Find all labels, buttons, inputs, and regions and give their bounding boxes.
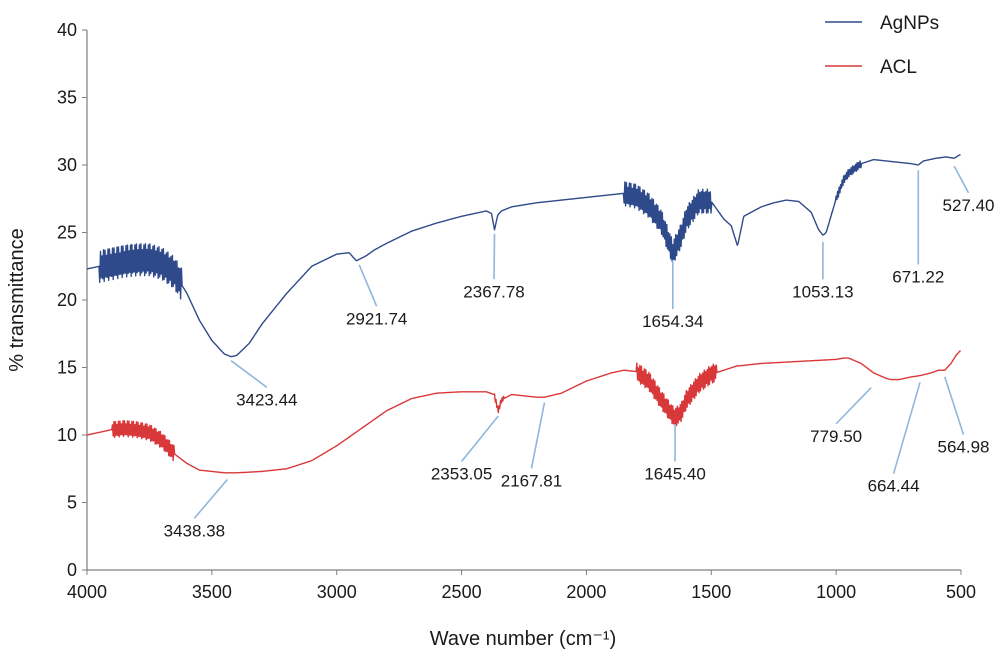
annotation-label: 3438.38 [164,521,225,540]
annotation-leader [358,264,378,307]
x-tick-label: 1000 [816,582,856,602]
x-axis-title: Wave number (cm⁻¹) [430,628,617,650]
annotation-label: 779.50 [810,427,862,446]
annotation-layer: 3423.44 2921.74 2367.78 1654.34 1053.13 671.2… [164,165,994,540]
y-axis-title: % transmittance [6,228,28,371]
annotation-label: 527.40 [942,196,994,215]
legend: AgNPs ACL [825,13,939,78]
x-tick-label: 1500 [691,582,731,602]
y-tick-label: 0 [67,560,77,580]
annotation-label: 1645.40 [644,465,705,484]
y-tick-label: 25 [57,223,77,243]
legend-label-acl: ACL [880,57,917,78]
annotation-label: 3423.44 [236,390,297,409]
y-tick-label: 20 [57,290,77,310]
annotation-leader [193,478,228,519]
x-tick-label: 500 [946,582,976,602]
annotation-leader [460,415,499,463]
annotation-leader [835,387,872,425]
legend-label-agnps: AgNPs [880,13,939,34]
x-tick-label: 3500 [192,582,232,602]
annotation-label: 1053.13 [792,282,853,301]
annotation-leader [944,376,965,435]
annotation-label: 564.98 [937,438,989,457]
annotation-label: 664.44 [868,477,920,496]
annotation-label: 1654.34 [642,312,703,331]
tick-labels: 0 5 10 15 20 25 30 35 40 4000 3500 3000 2500 2000 1500… [57,20,976,602]
x-tick-label: 3000 [317,582,357,602]
annotation-label: 2167.81 [501,471,562,490]
axes [82,29,962,575]
annotation-label: 2367.78 [463,282,524,301]
series-layer [86,153,962,474]
y-tick-label: 5 [67,493,77,513]
y-tick-label: 30 [57,155,77,175]
annotation-label: 2921.74 [346,309,407,328]
series-line-acl [86,350,962,474]
y-tick-label: 40 [57,20,77,40]
annotation-leader [953,165,970,194]
y-tick-label: 10 [57,425,77,445]
x-tick-label: 4000 [67,582,107,602]
annotation-leader [892,382,921,474]
y-tick-label: 15 [57,358,77,378]
annotation-leader [530,402,546,469]
series-line-agnps [86,153,961,358]
x-tick-label: 2000 [566,582,606,602]
annotation-leader [230,360,268,388]
x-tick-label: 2500 [442,582,482,602]
annotation-label: 671.22 [892,267,944,286]
y-tick-label: 35 [57,88,77,108]
annotation-label: 2353.05 [431,465,492,484]
